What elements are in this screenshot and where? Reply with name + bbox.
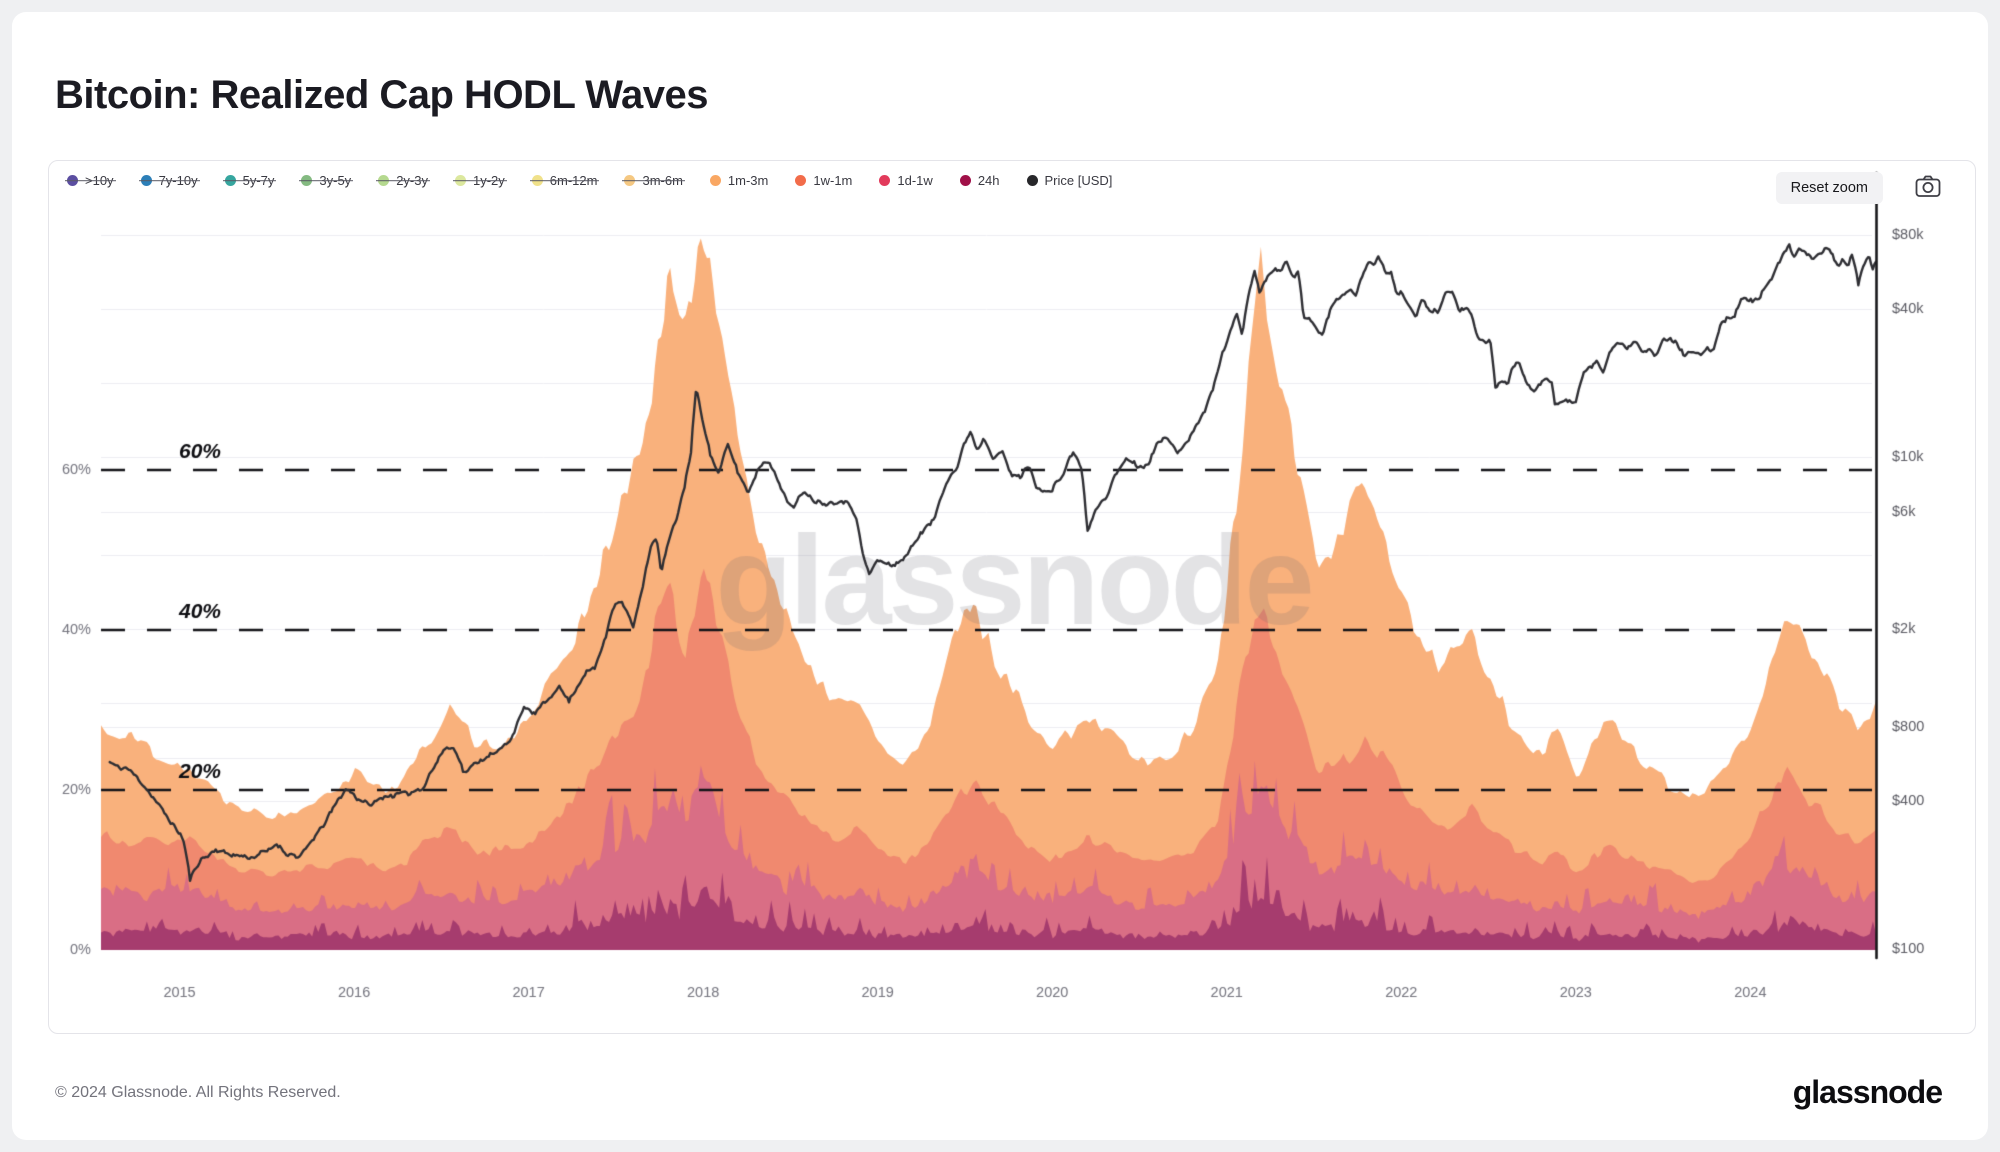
chart-card: Bitcoin: Realized Cap HODL Waves >10y 7y-… [12,12,1988,1140]
hodl-waves-chart-canvas[interactable] [49,161,1977,1035]
legend-dot [140,175,152,186]
legend-label: 7y-10y [158,173,198,188]
legend-label: 5y-7y [242,173,275,188]
page-title: Bitcoin: Realized Cap HODL Waves [55,72,709,117]
legend-dot [67,175,78,186]
legend-dot [795,175,807,186]
legend-dot [624,175,636,186]
legend-label: 6m-12m [549,173,598,188]
legend-item-1y-2y[interactable]: 1y-2y [454,173,505,188]
chart-panel: >10y 7y-10y 5y-7y 3y-5y 2y-3y 1y-2y 6m-12m 3m-6… [48,160,1977,1035]
camera-icon [1915,175,1941,201]
legend-item-1w-1m[interactable]: 1w-1m [795,173,852,188]
legend-item-6m-12m[interactable]: 6m-12m [531,173,598,188]
glassnode-logo: glassnode [1792,1074,1943,1110]
legend-label: Price [USD] [1044,173,1113,188]
legend-item-1d-1w[interactable]: 1d-1w [879,173,933,188]
legend-dot [224,175,236,186]
legend-dot [531,175,543,186]
footer-copyright: © 2024 Glassnode. All Rights Reserved. [55,1084,341,1101]
legend-item-10y[interactable]: >10y [67,173,114,188]
legend-dot [879,175,891,186]
legend-dot [1026,175,1038,186]
legend-dot [378,175,390,186]
legend-label: 2y-3y [396,173,428,188]
legend-dot [454,175,466,186]
legend-item-1m-3m[interactable]: 1m-3m [709,173,769,188]
legend-item-3y-5y[interactable]: 3y-5y [301,173,351,188]
legend-label: 3y-5y [319,173,352,188]
legend-label: >10y [85,173,114,188]
legend-dot [959,175,971,186]
reset-zoom-button[interactable]: Reset zoom [1775,172,1883,204]
legend-item-price-usd[interactable]: Price [USD] [1026,173,1113,188]
legend-item-5y-7y[interactable]: 5y-7y [224,173,275,188]
legend-label: 1m-3m [727,173,769,188]
legend-label: 24h [977,173,1000,188]
camera-button[interactable] [1915,174,1941,198]
legend-label: 1d-1w [897,173,933,188]
legend-dot [709,175,721,186]
legend-item-3m-6m[interactable]: 3m-6m [624,173,683,188]
legend-item-2y-3y[interactable]: 2y-3y [378,173,428,188]
legend-item-7y-10y[interactable]: 7y-10y [140,173,198,188]
legend-dot [301,175,313,186]
legend-label: 1w-1m [813,173,853,188]
legend-label: 1y-2y [472,173,505,188]
legend: >10y 7y-10y 5y-7y 3y-5y 2y-3y 1y-2y 6m-12m 3m-6… [67,173,1112,188]
legend-item-24h[interactable]: 24h [959,173,1000,188]
legend-label: 3m-6m [642,173,683,188]
